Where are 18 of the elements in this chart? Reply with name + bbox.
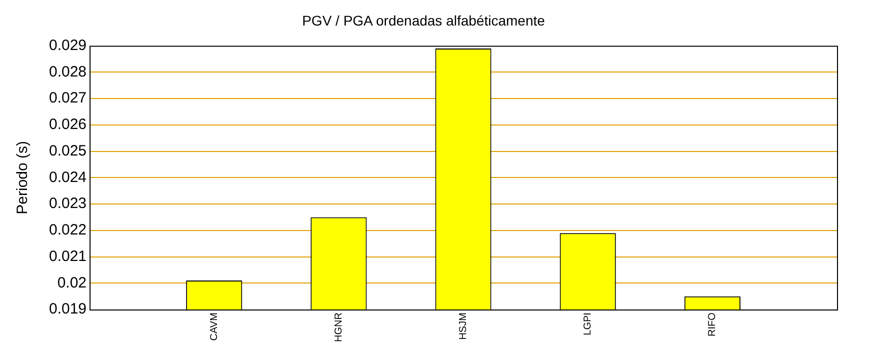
y-tick-label: 0.028 bbox=[48, 63, 87, 80]
y-tick-label: 0.029 bbox=[48, 36, 87, 54]
y-tick-label: 0.02 bbox=[57, 274, 87, 292]
y-tick-label: 0.026 bbox=[48, 116, 87, 134]
y-tick-label: 0.021 bbox=[48, 248, 87, 265]
y-tick-label: 0.023 bbox=[48, 195, 87, 212]
x-tick-label: LGPI bbox=[582, 312, 594, 336]
x-tick-label: HGNR bbox=[333, 312, 344, 342]
x-tick-label: HSJM bbox=[458, 312, 470, 340]
x-tick-label: CAVM bbox=[208, 312, 220, 341]
y-tick-label: 0.019 bbox=[48, 300, 87, 318]
y-tick-label: 0.022 bbox=[48, 222, 87, 239]
y-tick-label: 0.024 bbox=[48, 168, 87, 186]
chart-title: PGV / PGA ordenadas alfabéticamente bbox=[302, 12, 546, 28]
y-tick-label: 0.027 bbox=[48, 90, 87, 107]
x-tick-label: RIFO bbox=[707, 312, 718, 336]
y-axis-title: Periodo (s) bbox=[14, 140, 32, 214]
y-tick-label: 0.025 bbox=[48, 142, 87, 160]
